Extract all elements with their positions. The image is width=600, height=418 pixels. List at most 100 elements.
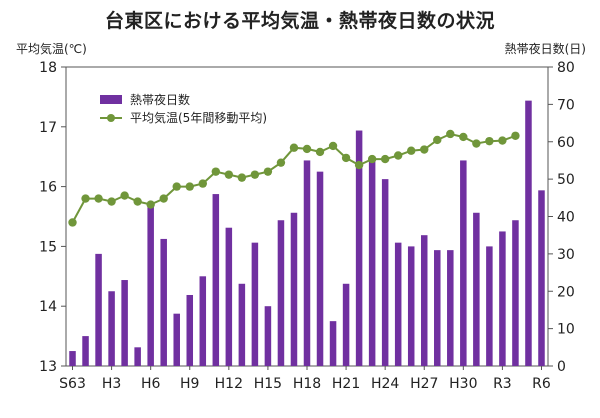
- x-tick-label: H15: [254, 376, 282, 392]
- bar-tropical-nights: [225, 227, 233, 366]
- y-right-tick-label: 0: [557, 359, 566, 375]
- bar-tropical-nights: [290, 212, 298, 366]
- point-avg-temperature: [276, 158, 286, 167]
- bar-tropical-nights: [499, 231, 506, 366]
- point-avg-temperature: [472, 139, 481, 148]
- bar-tropical-nights: [147, 205, 154, 366]
- point-avg-temperature: [420, 145, 429, 154]
- point-avg-temperature: [133, 197, 142, 206]
- y-left-tick-label: 14: [39, 299, 57, 315]
- point-avg-temperature: [211, 167, 221, 176]
- point-avg-temperature: [172, 182, 181, 191]
- x-tick-label: H27: [410, 376, 438, 392]
- bar-tropical-nights: [251, 242, 259, 366]
- y-left-tick-label: 15: [39, 239, 57, 255]
- bar-tropical-nights: [82, 336, 89, 366]
- point-avg-temperature: [198, 179, 207, 188]
- y-right-tick-label: 10: [557, 322, 575, 338]
- point-avg-temperature: [328, 141, 338, 151]
- point-avg-temperature: [263, 167, 273, 176]
- bar-tropical-nights: [316, 171, 324, 366]
- bar-tropical-nights: [121, 280, 128, 366]
- bar-tropical-nights: [238, 283, 246, 366]
- bar-tropical-nights: [473, 212, 480, 366]
- bar-tropical-nights: [434, 250, 441, 366]
- point-avg-temperature: [289, 143, 299, 152]
- bar-tropical-nights: [160, 238, 167, 366]
- bar-tropical-nights: [447, 250, 454, 366]
- x-tick-label: R3: [493, 376, 512, 392]
- bar-tropical-nights: [342, 283, 350, 366]
- y-right-tick-label: 20: [557, 284, 575, 300]
- point-avg-temperature: [237, 173, 247, 182]
- y-right-tick-label: 50: [557, 172, 575, 188]
- bar-tropical-nights: [420, 235, 428, 366]
- bar-tropical-nights: [108, 291, 115, 366]
- y-left-tick-label: 17: [39, 120, 57, 136]
- bar-tropical-nights: [407, 246, 415, 366]
- point-avg-temperature: [446, 129, 455, 139]
- point-avg-temperature: [459, 132, 468, 142]
- point-avg-temperature: [107, 197, 116, 206]
- legend-label-bar: 熱帯夜日数: [130, 92, 190, 107]
- x-tick-label: H12: [215, 376, 243, 392]
- y-right-tick-label: 40: [557, 210, 575, 226]
- bar-tropical-nights: [303, 160, 311, 366]
- point-avg-temperature: [120, 191, 129, 200]
- point-avg-temperature: [433, 135, 442, 145]
- point-avg-temperature: [380, 154, 390, 164]
- point-avg-temperature: [485, 136, 494, 146]
- bar-tropical-nights: [199, 276, 207, 366]
- bar-tropical-nights: [186, 294, 194, 366]
- bar-tropical-nights: [173, 313, 180, 366]
- legend-swatch-marker: [107, 114, 115, 122]
- bar-tropical-nights: [69, 351, 76, 366]
- point-avg-temperature: [81, 194, 90, 203]
- point-avg-temperature: [393, 151, 403, 160]
- y-right-tick-label: 30: [557, 247, 575, 263]
- y-right-tick-label: 80: [557, 60, 575, 76]
- x-tick-label: H24: [371, 376, 399, 392]
- point-avg-temperature: [341, 153, 351, 163]
- bar-tropical-nights: [486, 246, 493, 366]
- point-avg-temperature: [94, 194, 103, 203]
- x-tick-label: H30: [449, 376, 477, 392]
- point-avg-temperature: [407, 146, 416, 155]
- bar-tropical-nights: [394, 242, 402, 366]
- bar-tropical-nights: [355, 130, 363, 366]
- x-tick-label: S63: [59, 376, 86, 392]
- y-axis-right-label: 熱帯夜日数(日): [504, 42, 586, 56]
- y-left-tick-label: 16: [39, 180, 57, 196]
- y-right-tick-label: 60: [557, 135, 575, 151]
- point-avg-temperature: [315, 147, 325, 157]
- point-avg-temperature: [146, 200, 155, 209]
- point-avg-temperature: [511, 131, 520, 140]
- legend-label-line: 平均気温(5年間移動平均): [130, 110, 267, 125]
- legend-swatch-bar: [100, 95, 122, 104]
- bar-tropical-nights: [95, 253, 102, 366]
- point-avg-temperature: [224, 170, 234, 179]
- bar-tropical-nights: [134, 347, 141, 366]
- x-tick-label: R6: [532, 376, 551, 392]
- point-avg-temperature: [185, 182, 194, 191]
- y-right-tick-label: 70: [557, 97, 575, 113]
- x-tick-label: H21: [332, 376, 360, 392]
- bar-tropical-nights: [460, 160, 467, 366]
- y-left-tick-label: 13: [39, 359, 57, 375]
- point-avg-temperature: [250, 170, 260, 179]
- bar-tropical-nights: [525, 100, 532, 366]
- point-avg-temperature: [159, 194, 168, 203]
- bar-tropical-nights: [212, 194, 220, 366]
- bar-tropical-nights: [277, 220, 285, 366]
- x-tick-label: H18: [293, 376, 321, 392]
- x-tick-label: H3: [102, 376, 121, 392]
- bar-tropical-nights: [329, 321, 337, 366]
- bar-tropical-nights: [368, 160, 376, 366]
- bar-tropical-nights: [512, 220, 519, 366]
- point-avg-temperature: [498, 136, 507, 145]
- point-avg-temperature: [354, 160, 364, 170]
- point-avg-temperature: [68, 218, 77, 227]
- point-avg-temperature: [302, 144, 312, 154]
- point-avg-temperature: [367, 154, 377, 164]
